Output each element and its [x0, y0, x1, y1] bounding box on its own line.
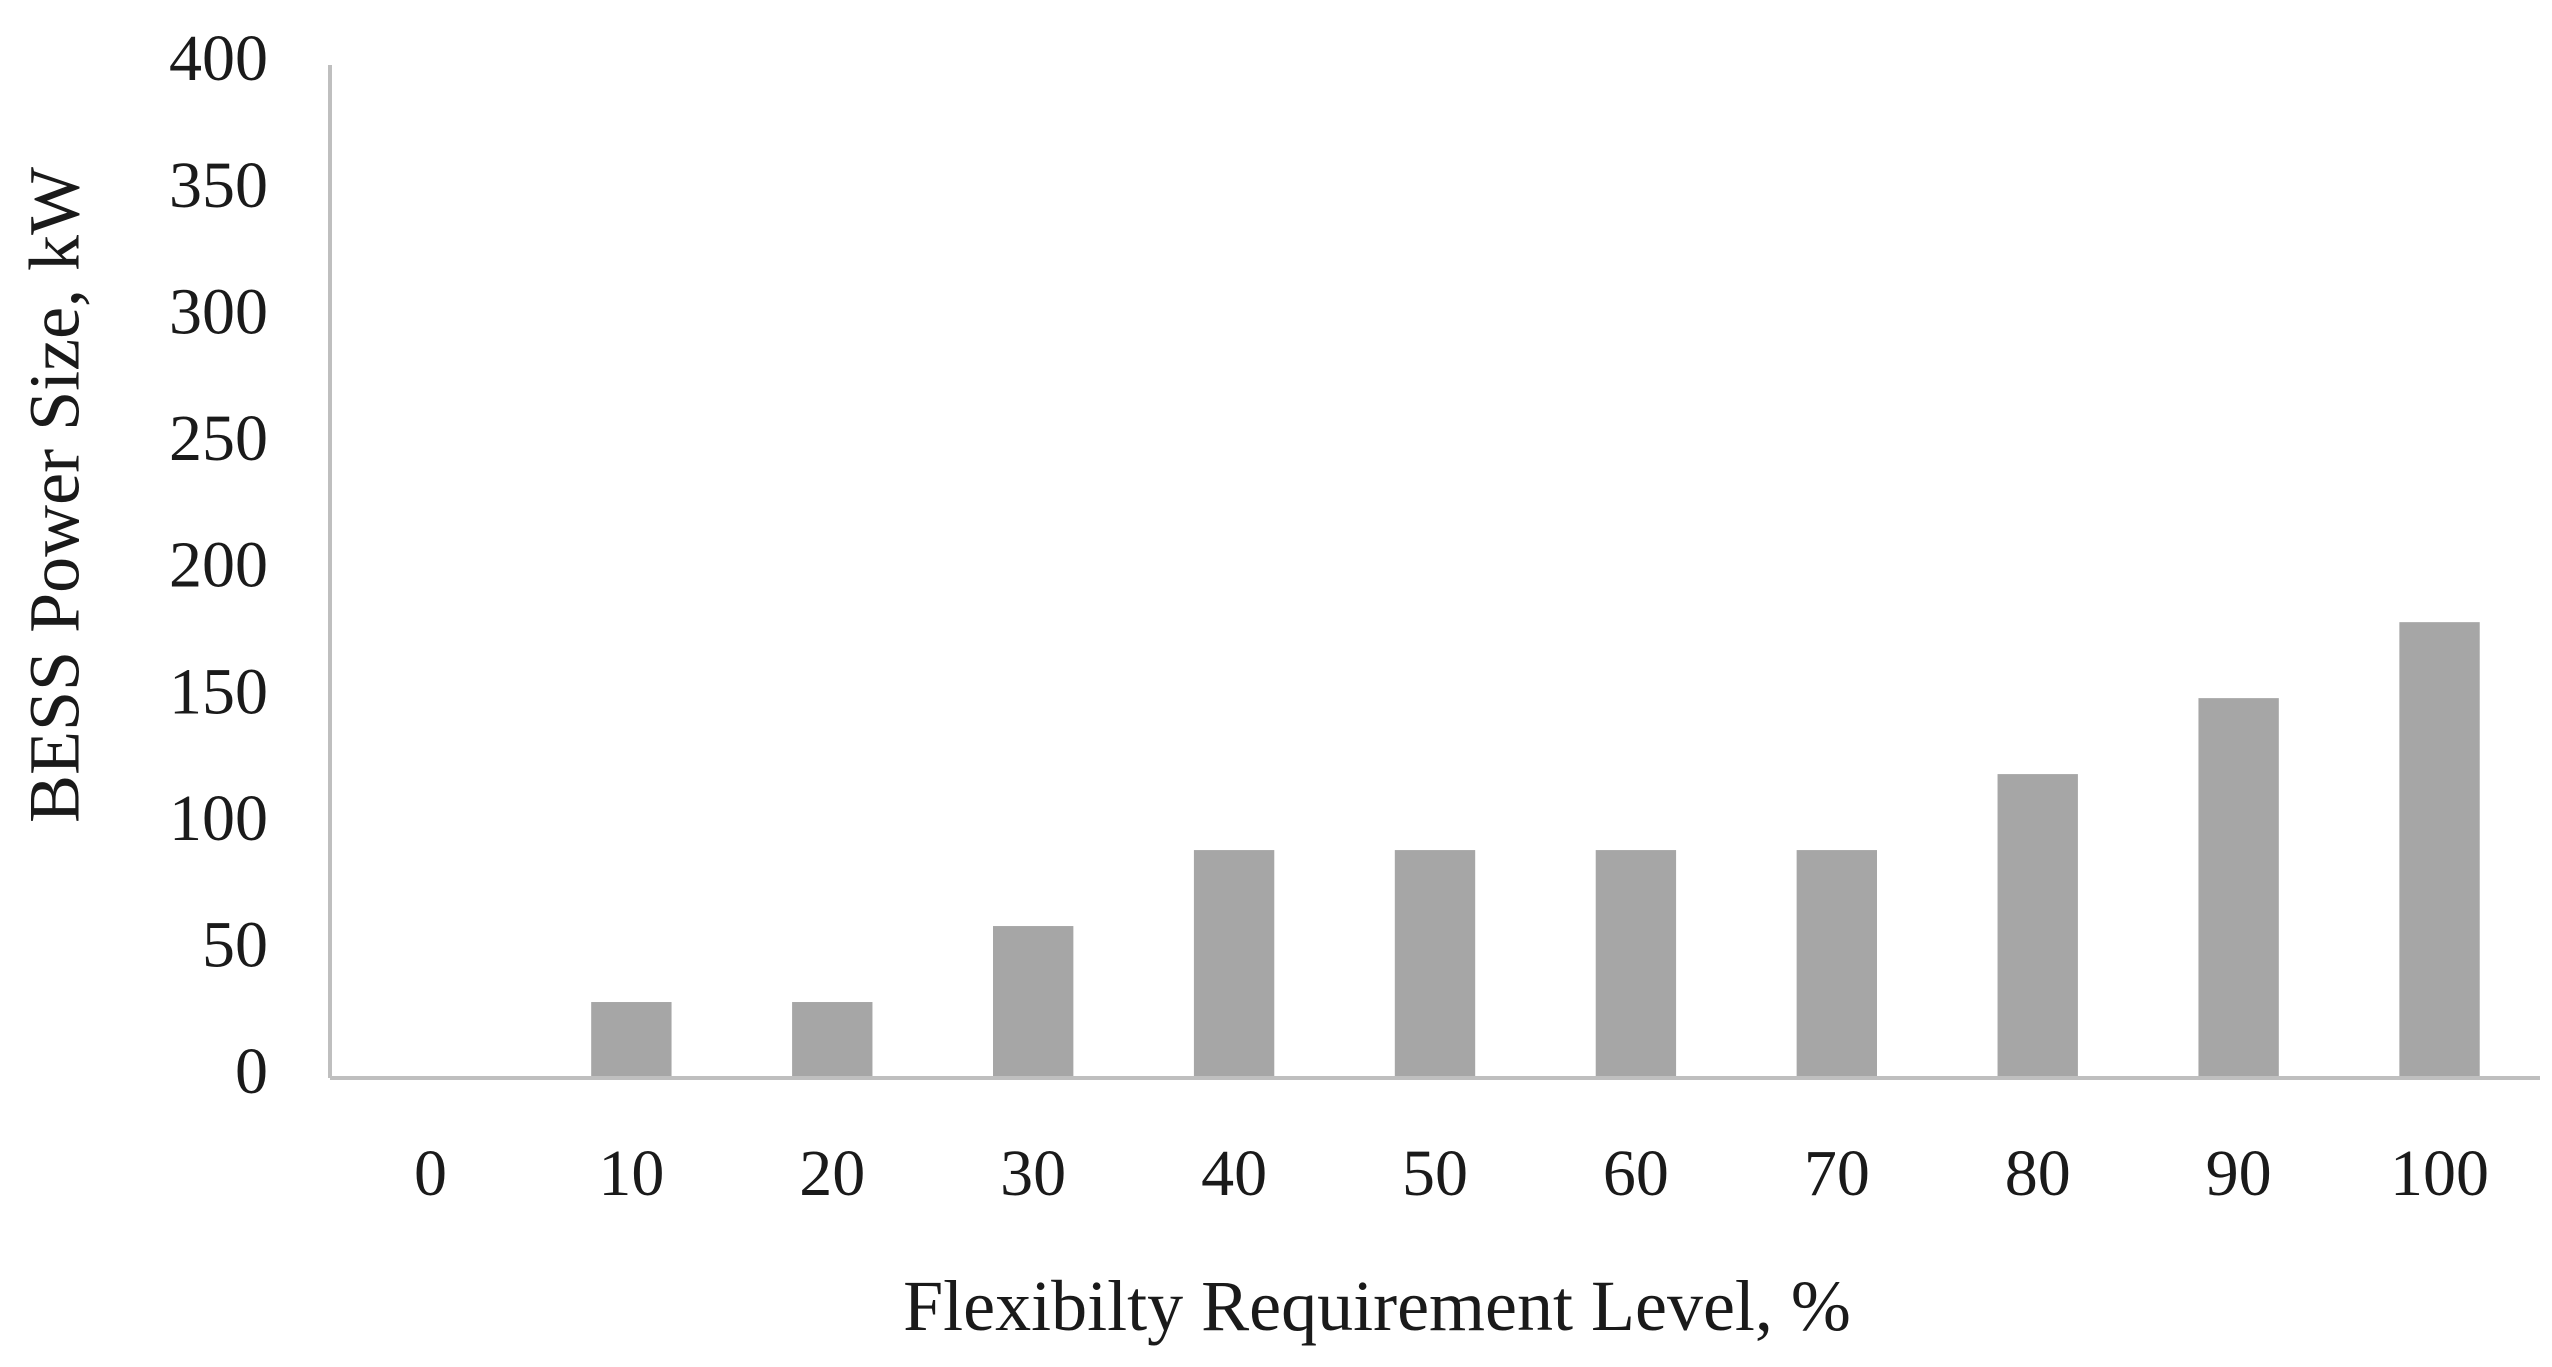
- x-tick-label: 80: [2005, 1137, 2071, 1210]
- bar: [993, 926, 1074, 1078]
- x-tick-label: 10: [598, 1137, 664, 1210]
- x-axis-tick-labels: 0 10 20 30 40 50 60 70 80 90 100: [414, 1137, 2489, 1210]
- x-tick-label: 100: [2390, 1137, 2489, 1210]
- y-tick-label: 150: [169, 655, 268, 728]
- x-tick-label: 50: [1402, 1137, 1468, 1210]
- bar: [1193, 850, 1275, 1078]
- x-tick-label: 40: [1201, 1137, 1267, 1210]
- bar: [792, 1002, 873, 1078]
- bar: [1997, 774, 2078, 1078]
- bar: [1394, 850, 1476, 1078]
- y-tick-label: 400: [169, 22, 268, 95]
- y-tick-label: 50: [202, 909, 268, 982]
- y-axis-tick-labels: 0 50 100 150 200 250 300 350 400: [169, 22, 268, 1108]
- y-tick-label: 0: [235, 1035, 268, 1108]
- y-tick-label: 300: [169, 275, 268, 348]
- y-tick-label: 200: [169, 529, 268, 602]
- bar: [591, 1002, 672, 1078]
- x-tick-label: 70: [1804, 1137, 1870, 1210]
- x-tick-label: 0: [414, 1137, 447, 1210]
- y-axis-title: BESS Power Size, kW: [15, 167, 95, 823]
- bar: [1595, 850, 1677, 1078]
- bar: [2198, 698, 2279, 1078]
- x-tick-label: 90: [2206, 1137, 2272, 1210]
- y-tick-label: 250: [169, 402, 268, 475]
- x-axis-title: Flexibilty Requirement Level, %: [903, 1266, 1851, 1346]
- bar: [2399, 622, 2480, 1078]
- x-tick-label: 20: [799, 1137, 865, 1210]
- x-tick-label: 60: [1603, 1137, 1669, 1210]
- bar-series: [591, 622, 2480, 1078]
- x-tick-label: 30: [1000, 1137, 1066, 1210]
- bar: [1796, 850, 1877, 1078]
- y-tick-label: 350: [169, 149, 268, 222]
- y-tick-label: 100: [169, 782, 268, 855]
